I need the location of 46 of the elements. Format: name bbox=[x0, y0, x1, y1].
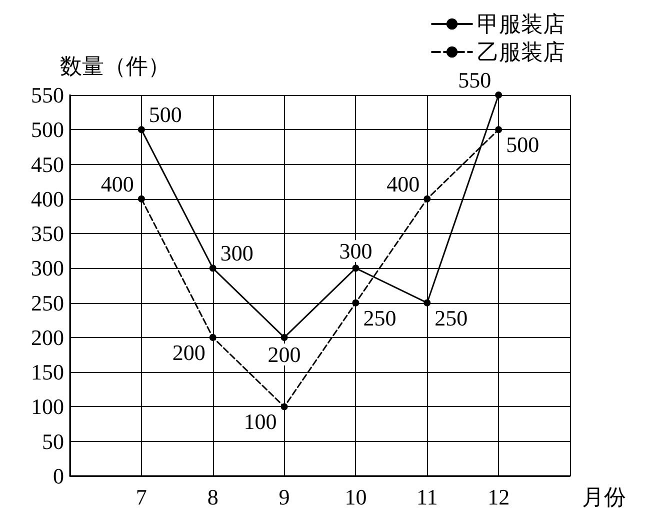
data-label: 250 bbox=[363, 305, 396, 330]
x-tick-label: 8 bbox=[207, 484, 218, 510]
y-tick-label: 100 bbox=[31, 394, 64, 420]
x-tick-label: 12 bbox=[488, 484, 510, 510]
data-label: 200 bbox=[268, 342, 301, 367]
x-axis-title: 月份 bbox=[582, 484, 626, 510]
data-label: 300 bbox=[220, 240, 254, 266]
x-tick-label: 9 bbox=[278, 484, 290, 510]
point bbox=[138, 195, 145, 202]
y-tick-label: 150 bbox=[31, 360, 64, 385]
legend-label: 乙服装店 bbox=[477, 40, 565, 64]
point bbox=[209, 264, 216, 272]
point bbox=[352, 299, 360, 306]
data-label: 100 bbox=[244, 409, 277, 434]
point bbox=[424, 299, 431, 306]
y-axis-title: 数量（件） bbox=[60, 54, 170, 78]
y-tick-label: 500 bbox=[31, 117, 64, 142]
data-label: 550 bbox=[458, 68, 492, 92]
data-label: 400 bbox=[100, 171, 134, 196]
point bbox=[209, 334, 216, 341]
y-tick-label: 350 bbox=[31, 221, 64, 246]
data-label: 400 bbox=[386, 171, 420, 196]
y-tick-label: 50 bbox=[42, 428, 64, 454]
y-tick-label: 250 bbox=[31, 290, 64, 316]
y-tick-label: 300 bbox=[31, 256, 64, 281]
x-tick-label: 11 bbox=[416, 484, 438, 510]
point bbox=[138, 126, 145, 134]
data-label: 300 bbox=[339, 238, 372, 264]
point bbox=[280, 403, 288, 410]
data-label: 500 bbox=[506, 132, 540, 158]
y-tick-label: 550 bbox=[31, 82, 64, 108]
x-tick-label: 10 bbox=[344, 484, 367, 510]
point bbox=[280, 334, 288, 341]
data-label: 500 bbox=[148, 102, 182, 128]
point bbox=[352, 264, 360, 272]
legend-label: 甲服装店 bbox=[477, 12, 565, 36]
y-tick-label: 400 bbox=[31, 186, 64, 212]
x-tick-label: 7 bbox=[136, 484, 147, 510]
y-tick-label: 200 bbox=[31, 324, 64, 350]
y-tick-label: 450 bbox=[31, 152, 64, 177]
data-label: 250 bbox=[434, 305, 468, 330]
y-tick-label: 0 bbox=[53, 464, 64, 488]
point bbox=[495, 126, 502, 134]
point bbox=[495, 92, 502, 98]
point bbox=[424, 195, 431, 202]
data-label: 200 bbox=[172, 340, 206, 365]
